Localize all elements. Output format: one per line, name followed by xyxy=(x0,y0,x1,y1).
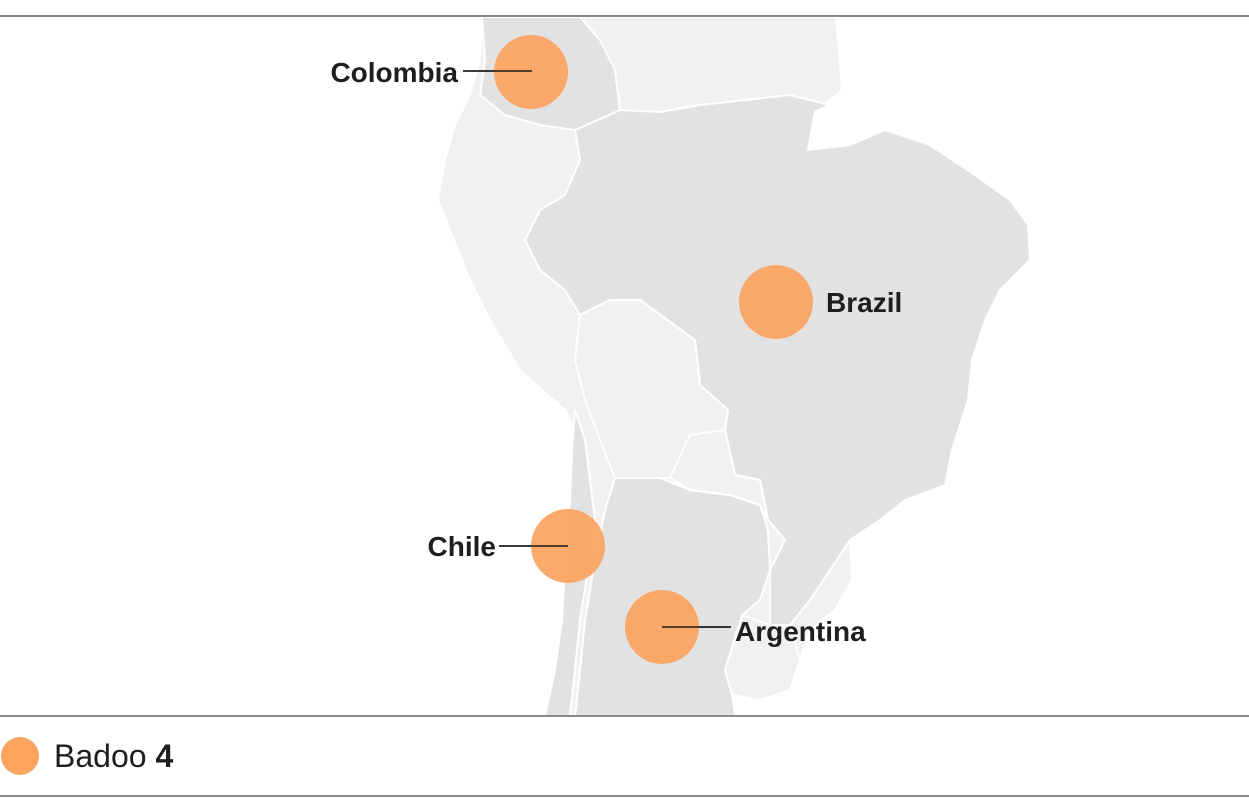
top-rule xyxy=(0,15,1249,17)
country-uruguay xyxy=(723,613,802,702)
country-paraguay xyxy=(668,428,769,521)
label-chile: Chile xyxy=(428,531,496,562)
legend: Badoo 4 xyxy=(0,733,173,779)
legend-count: 4 xyxy=(155,737,174,774)
label-argentina: Argentina xyxy=(735,616,866,647)
label-brazil: Brazil xyxy=(826,287,902,318)
marker-colombia[interactable] xyxy=(494,35,568,109)
bottom-rule xyxy=(0,795,1249,797)
marker-brazil[interactable] xyxy=(739,265,813,339)
legend-swatch xyxy=(1,737,39,775)
legend-label: Badoo xyxy=(54,737,147,774)
south-america-map: Colombia Brazil Chile Argentina xyxy=(330,17,1032,716)
label-colombia: Colombia xyxy=(330,57,458,88)
legend-top-rule xyxy=(0,715,1249,717)
